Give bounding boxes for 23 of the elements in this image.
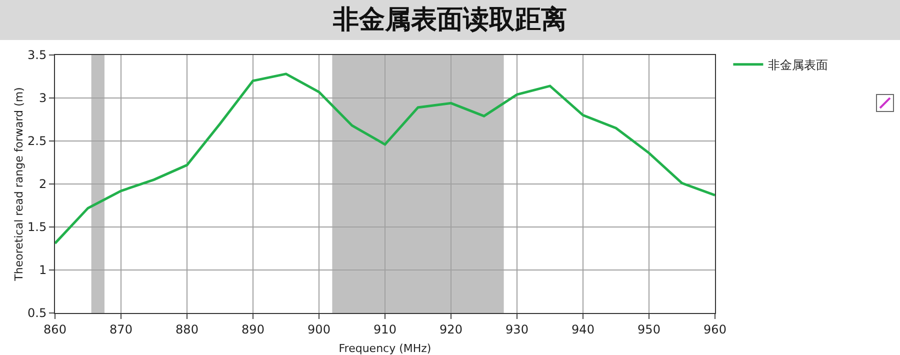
legend-label: 非金属表面	[768, 58, 828, 72]
y-tick-label: 3	[38, 91, 47, 106]
x-tick-label: 960	[704, 322, 726, 336]
x-tick-label: 880	[176, 322, 198, 336]
x-tick-label: 900	[308, 322, 330, 336]
x-tick-label: 870	[110, 322, 132, 336]
y-tick-label: 2	[38, 177, 47, 192]
line-series	[55, 72, 715, 245]
y-tick-label: 1.5	[28, 220, 47, 234]
y-tick-label: 3.5	[28, 48, 47, 62]
y-axis-title: Theoretical read range forward (m)	[12, 87, 26, 282]
y-tick-label: 2.5	[28, 134, 47, 148]
x-tick-label: 860	[44, 322, 66, 336]
x-tick-label: 940	[572, 322, 594, 336]
chart-title: 非金属表面读取距离	[0, 0, 900, 40]
x-tick-label: 950	[638, 322, 660, 336]
x-axis-title: Frequency (MHz)	[338, 342, 432, 355]
x-tick-label: 930	[506, 322, 528, 336]
x-tick-label: 920	[440, 322, 462, 336]
x-tick-label: 890	[242, 322, 264, 336]
x-tick-label: 910	[374, 322, 396, 336]
y-tick-label: 0.5	[28, 306, 47, 320]
y-tick-label: 1	[38, 263, 47, 278]
